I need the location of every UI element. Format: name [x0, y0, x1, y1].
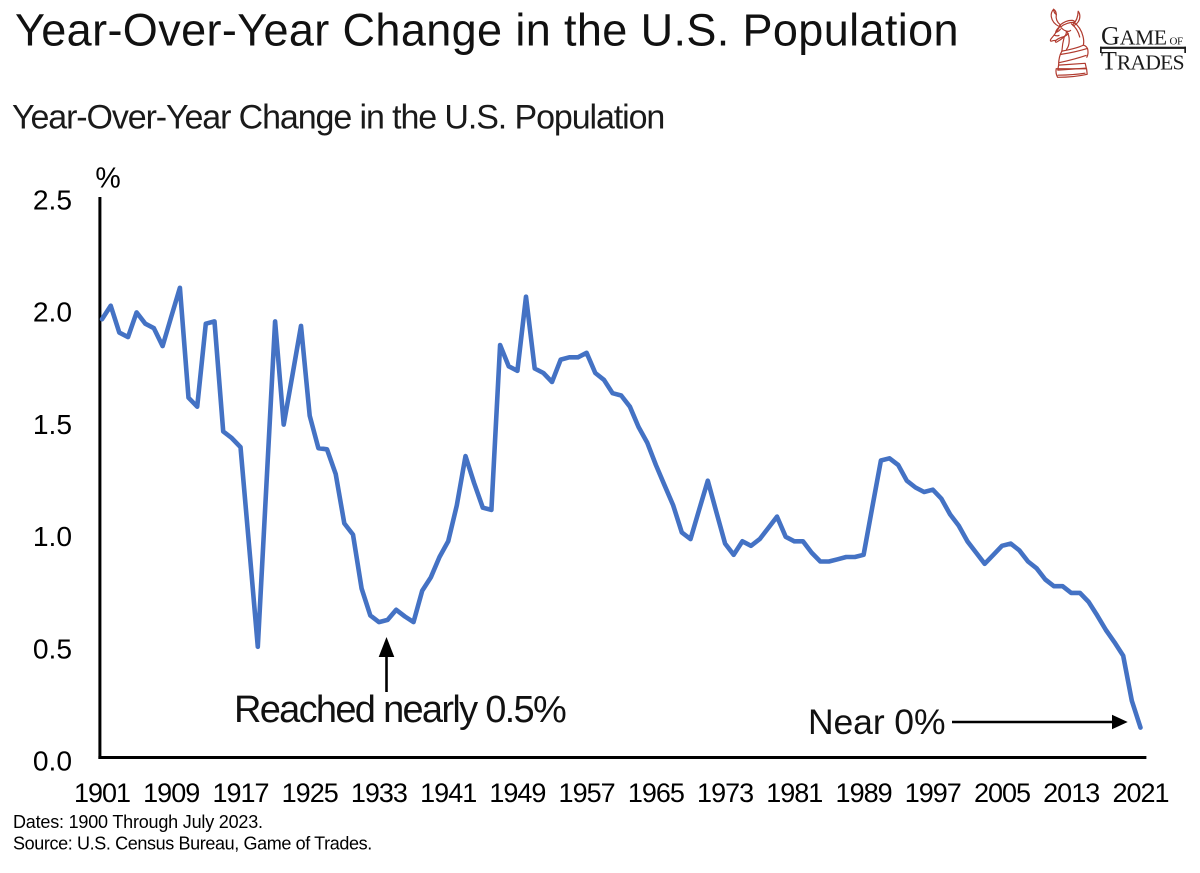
svg-text:Reached nearly 0.5%: Reached nearly 0.5% [234, 689, 566, 731]
svg-text:1.5: 1.5 [33, 408, 72, 440]
svg-text:1949: 1949 [489, 778, 545, 808]
svg-text:1933: 1933 [351, 778, 407, 808]
svg-text:Year-Over-Year Change in the U: Year-Over-Year Change in the U.S. Popula… [15, 5, 959, 56]
svg-text:G: G [1101, 22, 1120, 51]
svg-text:OF: OF [1170, 36, 1183, 48]
svg-text:1973: 1973 [697, 778, 753, 808]
svg-text:1965: 1965 [628, 778, 684, 808]
svg-text:RADES: RADES [1117, 50, 1184, 74]
svg-text:2005: 2005 [974, 778, 1030, 808]
svg-text:T: T [1101, 46, 1117, 75]
svg-text:1989: 1989 [836, 778, 892, 808]
svg-text:1941: 1941 [420, 778, 476, 808]
svg-text:Near 0%: Near 0% [808, 702, 945, 742]
svg-text:1909: 1909 [143, 778, 199, 808]
svg-text:1957: 1957 [559, 778, 615, 808]
svg-text:2.5: 2.5 [33, 184, 72, 216]
svg-text:AME: AME [1120, 26, 1167, 50]
svg-text:2.0: 2.0 [33, 296, 72, 328]
svg-text:Year-Over-Year Change in the U: Year-Over-Year Change in the U.S. Popula… [12, 99, 664, 137]
svg-text:1901: 1901 [74, 778, 130, 808]
svg-text:2021: 2021 [1112, 778, 1168, 808]
svg-text:2013: 2013 [1043, 778, 1099, 808]
svg-text:0.5: 0.5 [33, 632, 72, 664]
svg-text:Dates: 1900 Through July 2023.: Dates: 1900 Through July 2023. [13, 812, 263, 832]
svg-text:1925: 1925 [282, 778, 338, 808]
svg-text:1997: 1997 [905, 778, 961, 808]
svg-text:1917: 1917 [212, 778, 268, 808]
svg-text:0.0: 0.0 [33, 745, 72, 777]
svg-text:Source: U.S. Census Bureau, Ga: Source: U.S. Census Bureau, Game of Trad… [13, 834, 372, 854]
svg-text:1.0: 1.0 [33, 520, 72, 552]
svg-text:%: % [95, 163, 120, 195]
svg-text:1981: 1981 [766, 778, 822, 808]
